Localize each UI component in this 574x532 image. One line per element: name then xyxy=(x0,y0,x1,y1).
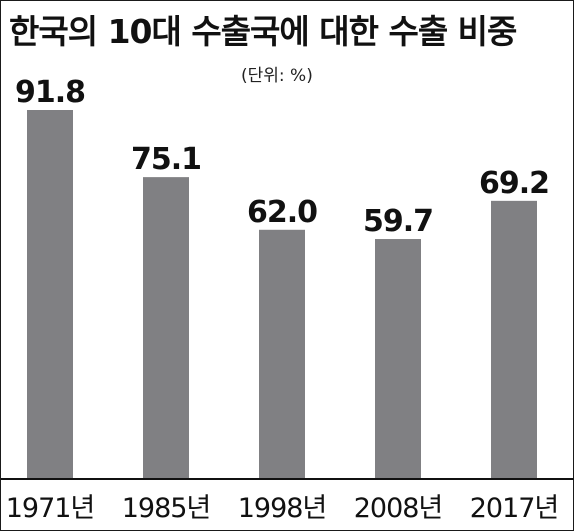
value-label-2: 75.1 xyxy=(131,142,201,177)
bar-5 xyxy=(491,200,537,479)
category-label-1: 1971년 xyxy=(6,493,95,524)
category-label-5: 2017년 xyxy=(470,493,559,524)
category-label-2: 1985년 xyxy=(122,493,211,524)
bar-1 xyxy=(27,110,73,479)
category-label-3: 1998년 xyxy=(238,493,327,524)
value-label-5: 69.2 xyxy=(479,166,549,201)
bar-4 xyxy=(375,239,421,479)
category-label-4: 2008년 xyxy=(354,493,443,524)
value-label-3: 62.0 xyxy=(247,195,317,230)
value-label-4: 59.7 xyxy=(363,204,433,239)
bar-2 xyxy=(143,177,189,480)
value-label-1: 91.8 xyxy=(15,75,85,110)
bar-3 xyxy=(259,229,305,479)
chart-title: 한국의 10대 수출국에 대한 수출 비중 xyxy=(9,12,517,51)
unit-label: (단위: %) xyxy=(241,66,313,86)
